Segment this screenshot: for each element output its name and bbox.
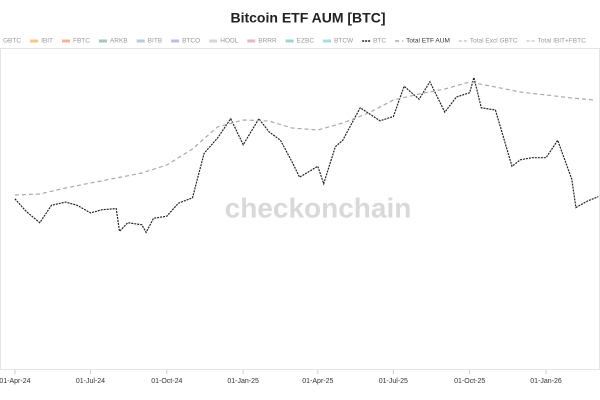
x-tick-label: 01-Jan-25: [227, 378, 259, 385]
legend-label: BTCO: [182, 38, 200, 45]
x-tick-label: 01-Oct-25: [454, 378, 485, 385]
watermark: checkonchain: [225, 192, 412, 223]
legend-label: Total Excl GBTC: [470, 38, 518, 45]
legend-label: FBTC: [73, 38, 90, 45]
legend-label: IBIT: [41, 38, 53, 45]
legend-label: BRRR: [258, 38, 277, 45]
legend-label: HODL: [220, 38, 238, 45]
series-line: [14, 75, 599, 234]
x-tick-label: 01-Oct-24: [151, 378, 182, 385]
legend-label: BITB: [148, 38, 162, 45]
series-line: [14, 81, 596, 196]
legend-label: Total ETF AUM: [406, 38, 450, 45]
legend-label: BTC: [373, 38, 386, 45]
x-tick-label: 01-Jul-24: [76, 378, 105, 385]
legend-label: Total IBIT+FBTC: [538, 38, 587, 45]
legend: GBTC IBIT FBTC ARKB BITB BTCO HODL BRRR EZBC BTCW…: [3, 38, 587, 45]
x-tick-label: 01-Jul-25: [379, 378, 408, 385]
legend-label: BTCW: [334, 38, 354, 45]
x-tick-label: 01-Apr-24: [0, 378, 31, 385]
legend-label: GBTC: [3, 38, 21, 45]
legend-label: EZBC: [297, 38, 315, 45]
x-tick-label: 01-Jan-26: [530, 378, 562, 385]
x-tick-label: 01-Apr-25: [302, 378, 333, 385]
chart-title: Bitcoin ETF AUM [BTC]: [230, 10, 385, 26]
legend-label: ARKB: [110, 38, 128, 45]
